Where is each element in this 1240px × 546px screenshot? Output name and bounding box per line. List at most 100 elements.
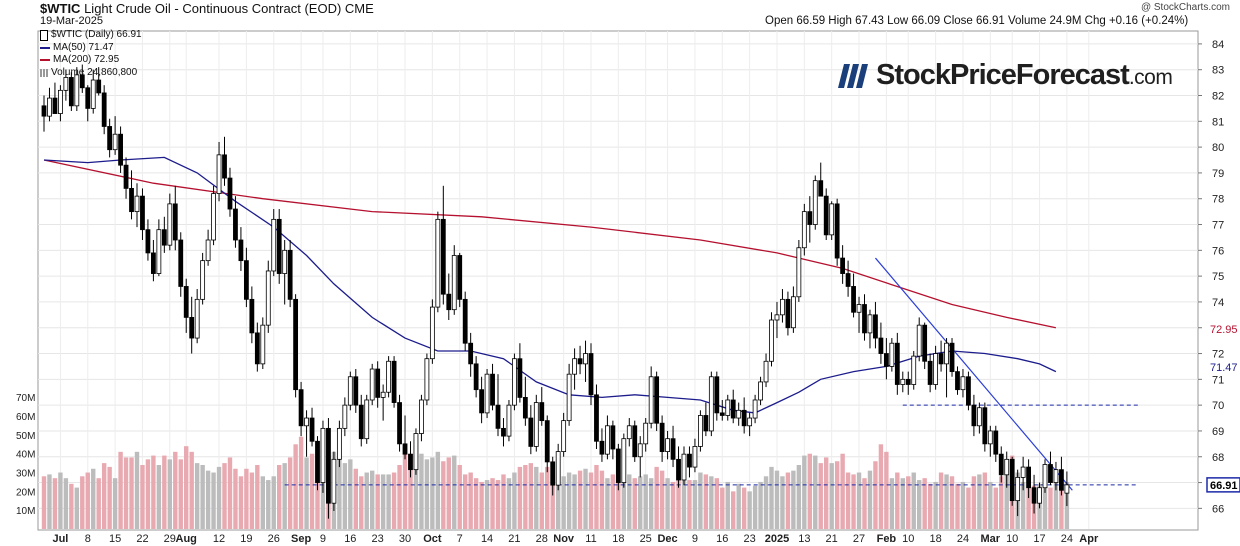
volume-tick-label: 40M [16,450,35,461]
volume-bar [337,457,342,529]
candle-body [681,453,687,481]
candle-body [512,358,517,406]
volume-bar [966,487,971,529]
volume-bar [52,478,58,529]
candle-body [812,180,818,225]
volume-bar [479,481,484,529]
candle-body [315,440,320,483]
volume-bar [446,457,451,529]
candle-body [479,389,485,414]
volume-bar [566,472,572,529]
candle-body [790,296,796,329]
candle-body [730,399,736,419]
volume-bar [58,472,63,529]
volume-bar [260,476,265,529]
candle-body [955,371,960,391]
candle-body [495,404,501,429]
volume-bar [911,472,916,529]
candle-body [1048,464,1053,483]
volume-bar [616,472,621,529]
volume-bar [200,465,205,529]
volume-bar [955,483,960,529]
candle-body [982,407,988,445]
candle-body [211,193,216,241]
candle-body [626,425,632,440]
volume-bar [123,457,129,529]
candle-body [402,443,408,455]
x-tick-label: 21 [508,533,520,545]
volume-bar [927,483,933,529]
volume-bar [402,453,408,529]
candle-body [490,373,495,406]
volume-bar [140,465,145,529]
ma50-tag-label: 71.47 [1210,362,1238,374]
last-close-tag-label: 66.91 [1210,480,1238,492]
volume-bar [851,474,856,529]
volume-bar [145,459,151,529]
candle-body [561,420,567,452]
candle-body [583,353,588,365]
candle-body [856,304,862,313]
volume-bar [391,472,397,529]
volume-bar [638,476,643,529]
legend-price: $WTIC (Daily) 66.91 [40,29,142,42]
volume-bar [856,472,862,529]
volume-bar [938,472,944,529]
y-tick-label: 78 [1212,194,1224,206]
y-tick-label: 81 [1212,116,1224,128]
candle-body [522,397,528,419]
x-tick-label: 30 [399,533,411,545]
candle-body [572,358,577,375]
volume-bar [659,470,665,529]
x-tick-label: 22 [136,533,148,545]
candle-body [599,440,605,455]
volume-bar [714,478,720,529]
volume-bar [824,457,829,529]
volume-bar [63,478,69,529]
x-tick-label: Oct [423,533,442,545]
candle-body [665,438,670,452]
volume-bar [173,451,178,529]
volume-bar [654,466,659,529]
candle-body [938,353,944,365]
volume-bar [917,480,922,529]
candle-body [178,239,184,287]
candle-body [468,342,474,365]
candle-body [971,404,977,427]
volume-bar [741,487,747,529]
candle-body [451,255,457,311]
volume-bar [834,461,840,529]
candle-body [331,458,337,504]
candle-body [506,404,512,437]
candle-body [555,451,561,486]
volume-bar [555,474,561,529]
candle-body [457,255,463,300]
volume-bar [419,453,424,529]
volume-bar [287,457,293,529]
x-tick-label: 26 [268,533,280,545]
candle-body [911,355,917,385]
volume-bar [364,472,369,529]
candle-body [944,342,949,365]
candle-body [615,448,621,483]
volume-bar [1026,487,1031,529]
ma200-line [43,159,1057,329]
volume-bar [211,472,216,529]
candle-body [47,97,52,117]
candle-body [353,376,359,406]
volume-axis: 70M 60M 50M 40M 30M 20M 10M [16,393,35,517]
volume-bar [107,466,112,529]
candle-body [769,319,774,362]
candle-body [966,376,971,406]
candle-body [577,358,583,365]
candle-body [905,378,911,385]
candle-body [243,260,249,300]
x-tick-label: 23 [744,533,756,545]
candle-body [298,389,304,427]
volume-bar [747,491,752,529]
candle-body [758,381,763,401]
candle-body [605,425,610,455]
volume-bars [41,429,1070,529]
volume-tick-label: 50M [16,431,35,442]
volume-bar [457,465,462,529]
